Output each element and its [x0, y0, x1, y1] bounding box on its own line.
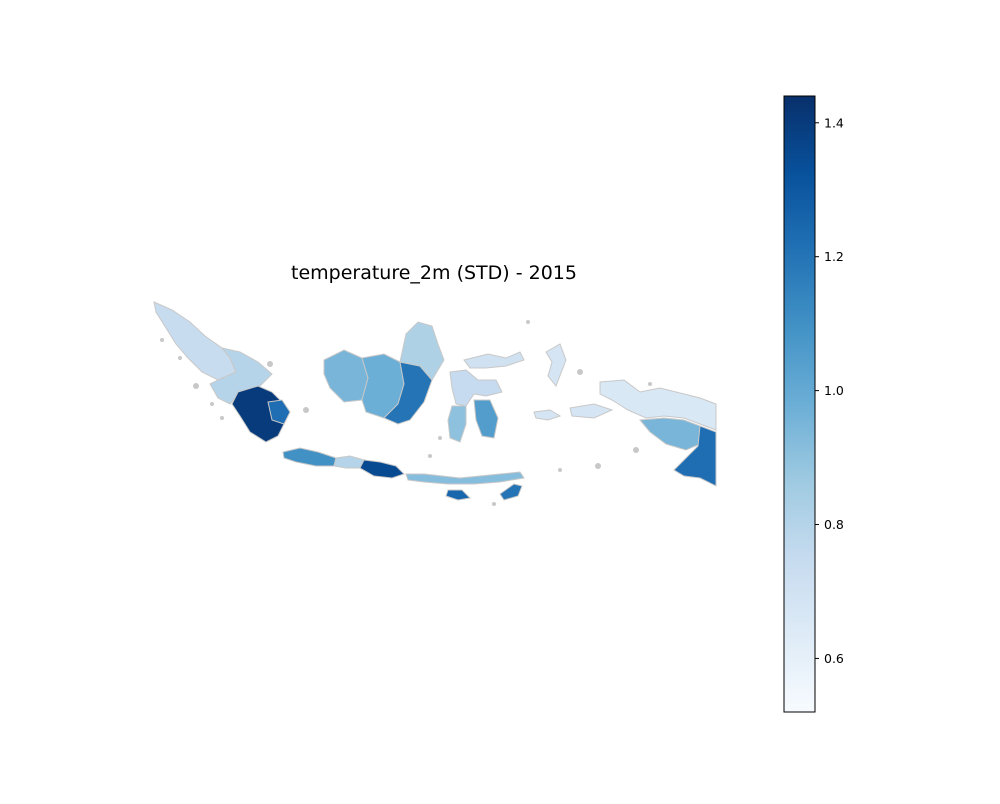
colorbar-tick-label: 0.8: [824, 517, 844, 532]
region-timor: [499, 483, 523, 501]
region-sumatra-central: [209, 347, 273, 405]
map-title: temperature_2m (STD) - 2015: [291, 262, 577, 284]
colorbar-tick-label: 1.0: [824, 383, 844, 398]
region-kalimantan-west: [323, 349, 369, 403]
colorbar-tick-label: 1.2: [824, 249, 844, 264]
region-sulawesi-north: [463, 351, 525, 369]
region-sulawesi-southeast: [473, 399, 499, 439]
region-sumatra-north: [153, 301, 237, 381]
region-bangka: [267, 399, 291, 425]
region-java-east: [359, 459, 405, 479]
region-sumatra-south: [231, 385, 287, 443]
colorbar-ticks: 0.6 0.8 1.0 1.2 1.4: [815, 115, 844, 666]
region-maluku: [533, 343, 614, 421]
region-papua-central: [639, 417, 701, 451]
region-papua-north: [599, 379, 717, 431]
region-java-west: [282, 447, 337, 467]
colorbar-gradient: [783, 95, 816, 713]
small-islands: [160, 320, 652, 506]
region-nusa-tenggara: [405, 471, 525, 485]
region-kalimantan-north: [399, 321, 445, 381]
colorbar-tick-label: 1.4: [824, 115, 844, 130]
region-sulawesi-central: [449, 369, 503, 407]
indonesia-map: [153, 301, 717, 501]
region-sulawesi-south: [447, 405, 467, 443]
region-java-central: [333, 455, 365, 469]
region-papua-south: [673, 425, 717, 487]
colorbar: 0.6 0.8 1.0 1.2 1.4: [783, 95, 844, 713]
colorbar-tick-label: 0.6: [824, 651, 844, 666]
region-sumba: [445, 489, 472, 501]
